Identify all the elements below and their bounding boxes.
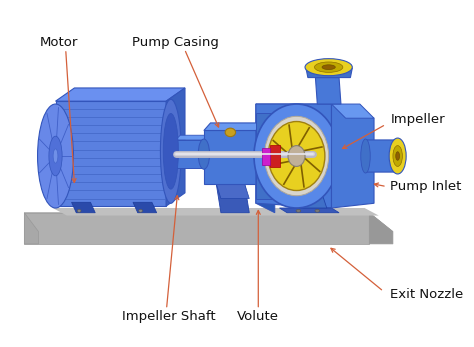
Polygon shape — [289, 194, 327, 208]
Polygon shape — [166, 88, 185, 206]
Ellipse shape — [315, 210, 319, 212]
Polygon shape — [24, 213, 393, 232]
Polygon shape — [306, 68, 352, 78]
Text: Impeller: Impeller — [391, 113, 445, 126]
Ellipse shape — [264, 116, 328, 196]
Ellipse shape — [37, 104, 73, 208]
Polygon shape — [24, 213, 38, 244]
Polygon shape — [55, 88, 185, 101]
Ellipse shape — [322, 65, 335, 69]
Ellipse shape — [53, 149, 58, 163]
Polygon shape — [256, 104, 350, 118]
Polygon shape — [270, 145, 281, 167]
Polygon shape — [256, 113, 280, 198]
Polygon shape — [175, 140, 204, 168]
Polygon shape — [53, 208, 379, 215]
Text: Motor: Motor — [40, 36, 78, 49]
Polygon shape — [331, 104, 374, 118]
Polygon shape — [72, 202, 95, 213]
Ellipse shape — [268, 121, 325, 191]
Ellipse shape — [296, 210, 301, 212]
Polygon shape — [256, 104, 275, 213]
Ellipse shape — [163, 113, 178, 189]
Polygon shape — [216, 184, 249, 198]
Polygon shape — [133, 202, 156, 213]
Ellipse shape — [393, 146, 402, 167]
Text: Pump Inlet: Pump Inlet — [391, 180, 462, 193]
Text: Pump Casing: Pump Casing — [132, 36, 219, 49]
Ellipse shape — [396, 152, 400, 160]
Ellipse shape — [225, 128, 236, 137]
Ellipse shape — [160, 99, 181, 203]
Polygon shape — [280, 208, 339, 213]
Ellipse shape — [314, 62, 343, 73]
Ellipse shape — [361, 139, 370, 173]
Ellipse shape — [305, 59, 352, 76]
Polygon shape — [365, 140, 400, 172]
Ellipse shape — [389, 138, 406, 174]
Ellipse shape — [198, 139, 210, 169]
Polygon shape — [256, 123, 264, 184]
Polygon shape — [24, 213, 369, 244]
Ellipse shape — [139, 210, 143, 212]
Polygon shape — [262, 147, 270, 164]
Polygon shape — [204, 130, 256, 184]
Text: Impeller Shaft: Impeller Shaft — [122, 310, 216, 323]
Polygon shape — [331, 104, 374, 208]
Text: Volute: Volute — [237, 310, 279, 323]
Ellipse shape — [77, 210, 81, 212]
Polygon shape — [369, 213, 393, 244]
Polygon shape — [175, 135, 209, 140]
Polygon shape — [315, 78, 341, 104]
Polygon shape — [55, 101, 166, 206]
Text: Exit Nozzle: Exit Nozzle — [391, 288, 464, 301]
Ellipse shape — [288, 146, 305, 167]
Ellipse shape — [49, 136, 62, 176]
Polygon shape — [256, 104, 331, 208]
Polygon shape — [204, 123, 264, 130]
Ellipse shape — [254, 104, 339, 208]
Polygon shape — [216, 184, 249, 213]
